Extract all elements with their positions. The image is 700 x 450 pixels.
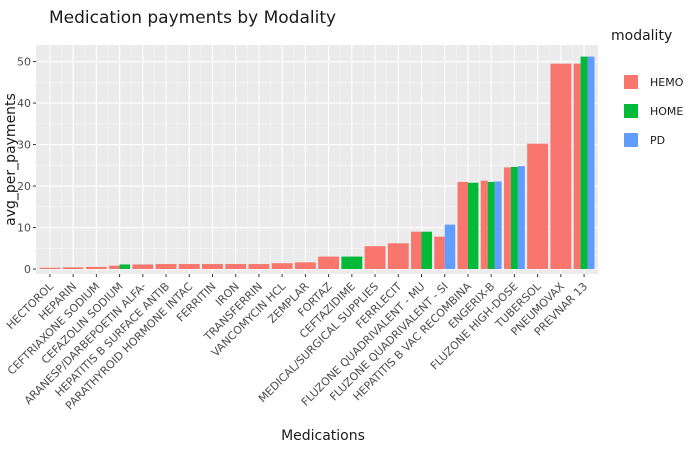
bar-hemo	[527, 143, 549, 270]
bar-hemo	[132, 264, 154, 270]
bar-home	[510, 166, 518, 270]
legend-label-hemo: HEMO	[650, 76, 684, 89]
bar-hemo	[318, 256, 340, 270]
bar-home	[580, 56, 588, 270]
legend-label-home: HOME	[650, 105, 683, 118]
y-tick-label: 0	[24, 263, 31, 276]
bar-hemo	[550, 63, 572, 270]
y-tick-label: 40	[17, 97, 31, 110]
bar-hemo	[202, 264, 223, 270]
bar-home	[467, 182, 479, 270]
bar-home	[341, 256, 363, 270]
bar-hemo	[387, 243, 409, 270]
bar-hemo	[573, 63, 581, 270]
y-axis-title: avg_per_payments	[3, 93, 19, 226]
y-axis-ticks: 0 10 20 30 40 50	[17, 56, 36, 276]
bar-hemo	[457, 181, 468, 270]
bar-hemo	[155, 264, 177, 270]
chart-title: Medication payments by Modality	[49, 8, 336, 28]
legend-key-pd	[624, 133, 638, 147]
legend: HEMO HOME PD	[624, 75, 684, 147]
legend-label-pd: PD	[650, 134, 665, 147]
bar-hemo	[39, 267, 61, 270]
gridlines-minor	[36, 45, 598, 274]
bar-hemo	[503, 167, 511, 270]
bar-home	[487, 181, 495, 270]
bar-home	[119, 264, 131, 270]
bar-hemo	[248, 264, 270, 270]
y-tick-label: 10	[17, 222, 31, 235]
legend-key-hemo	[624, 75, 638, 89]
y-tick-label: 50	[17, 56, 31, 69]
bar-pd	[494, 181, 502, 270]
x-axis-title: Medications	[281, 428, 365, 444]
bar-hemo	[225, 264, 247, 270]
bar-pd	[517, 166, 525, 270]
bar-hemo	[411, 231, 422, 270]
bar-hemo	[109, 265, 120, 270]
bar-hemo	[85, 266, 107, 270]
bar-home	[421, 231, 432, 270]
bar-hemo	[62, 267, 84, 270]
bar-hemo	[434, 236, 445, 270]
bar-hemo	[480, 180, 488, 270]
bar-hemo	[178, 264, 200, 270]
legend-key-home	[624, 104, 638, 118]
y-tick-label: 30	[17, 139, 31, 152]
bar-hemo	[271, 263, 293, 270]
bar-hemo	[364, 246, 386, 270]
bar-pd	[587, 56, 595, 270]
bar-hemo	[294, 262, 316, 270]
bar-pd	[444, 224, 456, 270]
bars	[39, 56, 595, 270]
legend-title: modality	[611, 28, 672, 44]
y-tick-label: 20	[17, 180, 31, 193]
